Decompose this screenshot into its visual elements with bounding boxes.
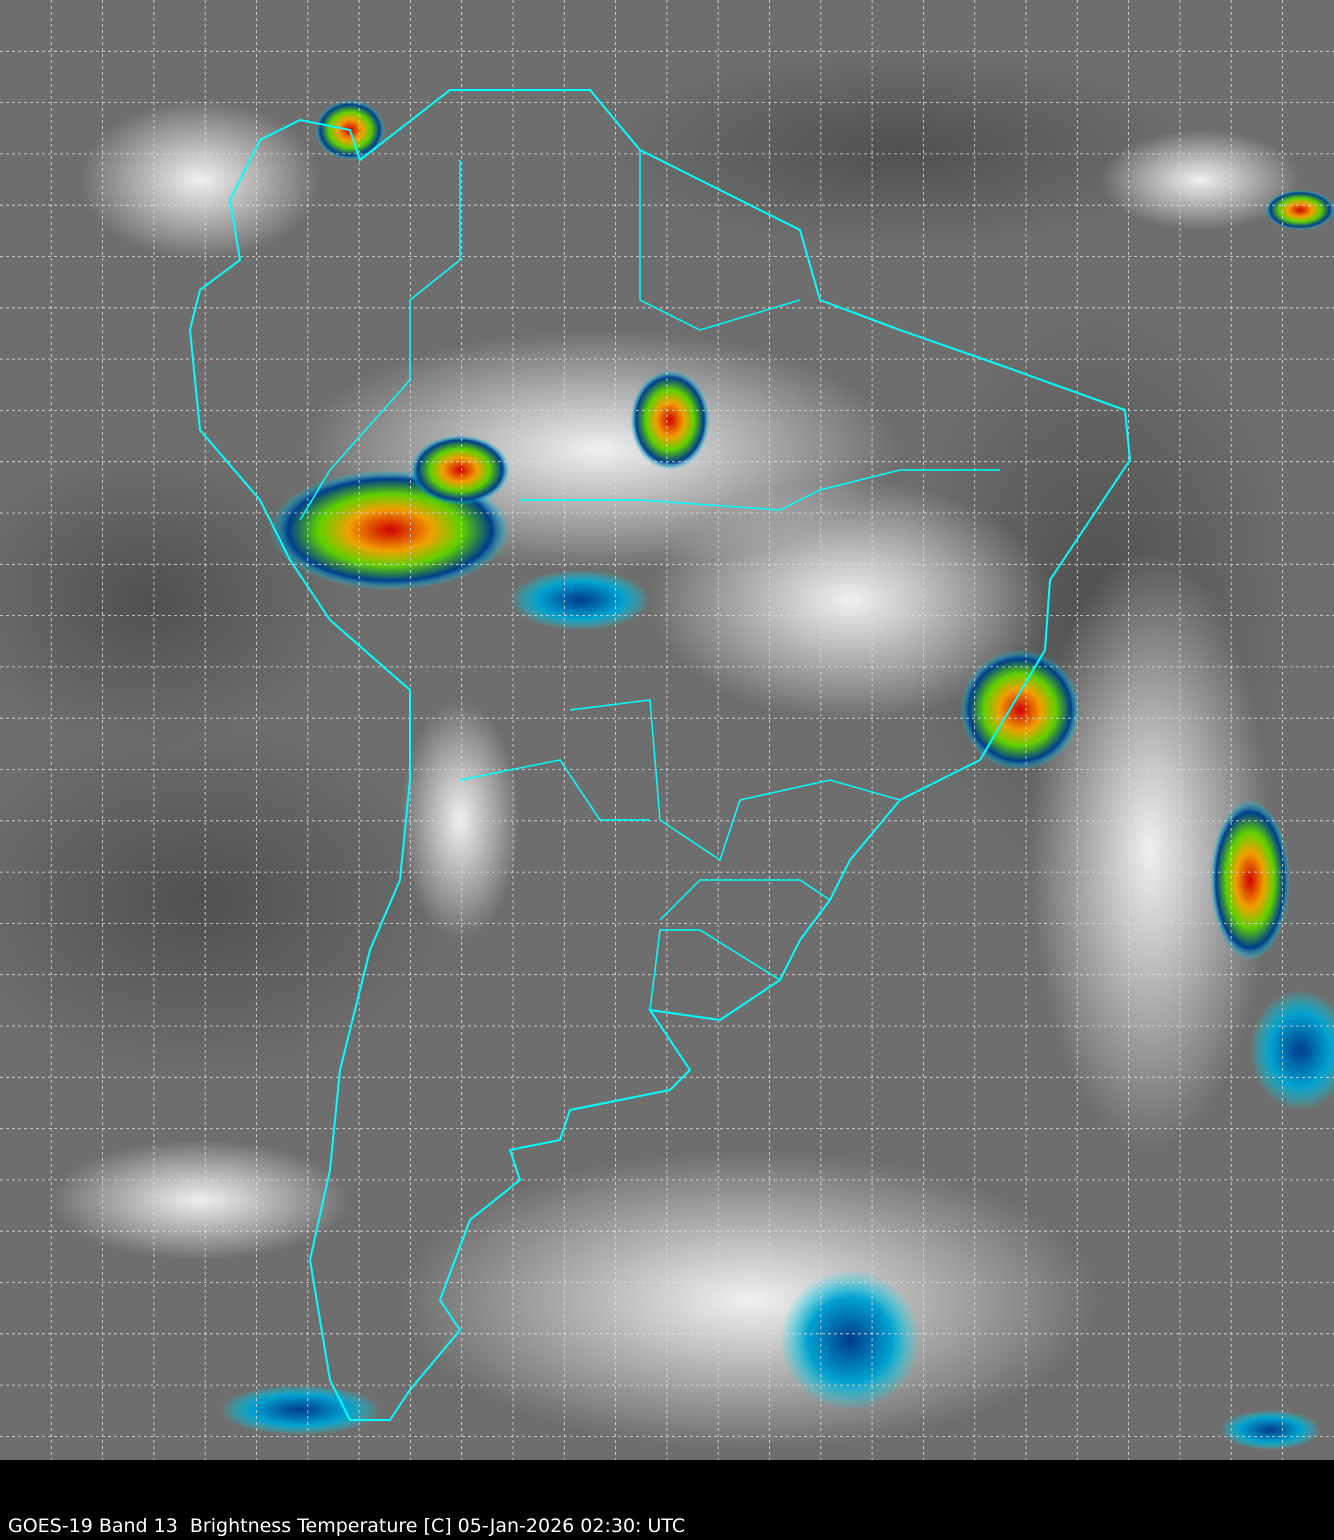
- south-america-border: [188, 89, 1132, 1421]
- convective-storm-cloud: [410, 435, 510, 505]
- convective-storm-cloud: [1210, 800, 1290, 960]
- cloud-region: [650, 480, 1050, 720]
- image-caption: GOES-19 Band 13 Brightness Temperature […: [8, 1515, 686, 1537]
- cloud-layer: [0, 50, 1334, 1450]
- cloud-region: [400, 700, 520, 940]
- cold-cloud-band: [220, 1385, 380, 1435]
- satellite-map: [0, 0, 1334, 1460]
- cloud-region: [50, 1140, 350, 1260]
- cloud-region: [0, 450, 350, 750]
- convective-storm-cloud: [630, 370, 710, 470]
- cloud-region: [600, 50, 1200, 250]
- convective-storm-cloud: [1265, 190, 1334, 230]
- lat-lon-grid: [0, 0, 1334, 1460]
- cloud-region: [0, 720, 460, 1080]
- convective-storm-cloud: [960, 650, 1080, 770]
- country-borders: [299, 150, 1000, 1011]
- cloud-region: [80, 100, 320, 260]
- cold-cloud-band: [1250, 990, 1334, 1110]
- cold-cloud-band: [780, 1270, 920, 1410]
- cloud-region: [400, 1150, 1100, 1450]
- cold-cloud-band: [510, 570, 650, 630]
- cold-cloud-band: [1220, 1410, 1320, 1450]
- cloud-region: [1030, 550, 1270, 1150]
